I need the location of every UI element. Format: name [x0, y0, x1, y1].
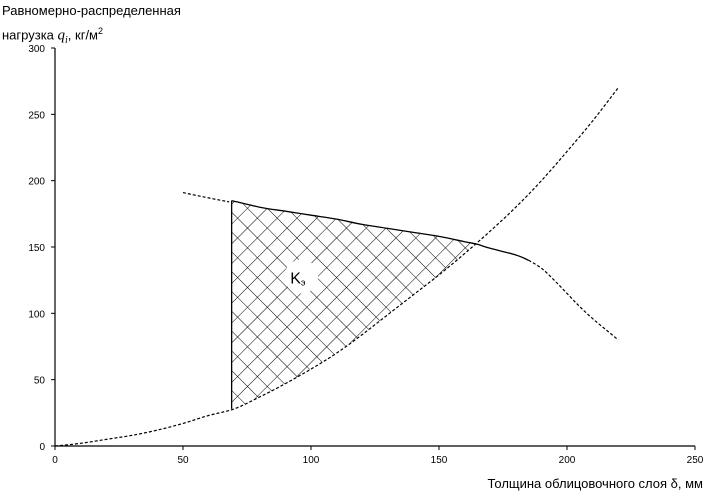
y-tick-label: 0 [39, 442, 45, 453]
series-2-line-start [182, 192, 230, 203]
annotation-layer: Kэ [284, 259, 319, 294]
region-label-subscript: э [301, 278, 306, 288]
series-1-line [54, 87, 619, 447]
y-tick-label: 150 [28, 243, 45, 254]
x-tick-label: 50 [177, 455, 189, 466]
series-2-line-mid [231, 199, 529, 261]
x-tick-label: 150 [431, 455, 448, 466]
series-layer [54, 87, 619, 447]
axes-layer: 0 50 100 150 200 250 300 0 50 100 150 200 250 [28, 44, 703, 466]
y-tick-label: 100 [28, 309, 45, 320]
y-axis-label-superscript: 2 [98, 26, 104, 36]
y-tick-label: 300 [28, 44, 45, 55]
y-tick-label: 50 [34, 376, 46, 387]
x-tick-label: 100 [303, 455, 320, 466]
y-axis-label-prefix: нагрузка [2, 27, 58, 43]
x-axis-label: Толщина облицовочного слоя δ, мм [487, 476, 703, 491]
y-tick-label: 200 [28, 177, 45, 188]
series-2-line-end [528, 259, 619, 341]
x-tick-label: 250 [687, 455, 704, 466]
region-label-background [284, 259, 319, 294]
y-axis-label-line1: Равномерно-распределенная [2, 3, 181, 18]
hatched-region [231, 200, 478, 410]
y-tick-label: 250 [28, 110, 45, 121]
y-axis-label-line2: нагрузка qi, кг/м2 [2, 21, 181, 51]
y-axis-label-variable: q [57, 27, 66, 44]
x-tick-label: 200 [559, 455, 576, 466]
y-axis-label-subscript: i [65, 34, 68, 46]
hatched-region-layer [231, 200, 478, 410]
y-axis-label-unit: , кг/м [67, 27, 98, 43]
x-tick-label: 0 [52, 455, 58, 466]
y-axis-label: Равномерно-распределенная нагрузка qi, к… [2, 1, 181, 51]
